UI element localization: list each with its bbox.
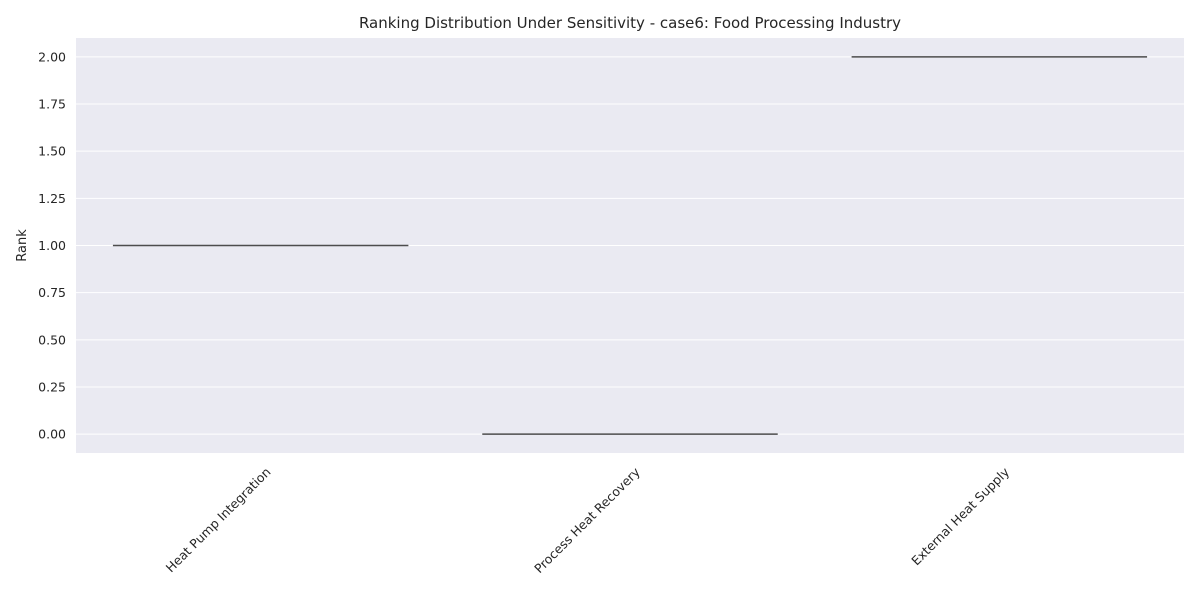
y-axis: 0.00 0.25 0.50 0.75 1.00 1.25 1.50 1.75 2.00 — [38, 49, 66, 441]
y-tick-label: 1.75 — [38, 97, 66, 112]
series-marks — [112, 56, 1148, 435]
y-tick-label: 0.25 — [38, 379, 66, 394]
y-tick-label: 1.00 — [38, 238, 66, 253]
x-axis: Heat Pump Integration Process Heat Recove… — [163, 464, 1013, 576]
grid — [76, 56, 1184, 435]
y-tick-label: 0.00 — [38, 427, 66, 442]
y-tick-label: 2.00 — [38, 49, 66, 64]
x-tick-label: Process Heat Recovery — [531, 464, 643, 576]
x-tick-label: External Heat Supply — [908, 464, 1012, 568]
chart-title: Ranking Distribution Under Sensitivity -… — [359, 14, 901, 32]
y-tick-label: 1.50 — [38, 144, 66, 159]
y-tick-label: 1.25 — [38, 191, 66, 206]
y-tick-label: 0.75 — [38, 285, 66, 300]
y-tick-label: 0.50 — [38, 332, 66, 347]
y-axis-label: Rank — [15, 229, 30, 262]
x-tick-label: Heat Pump Integration — [163, 464, 274, 575]
